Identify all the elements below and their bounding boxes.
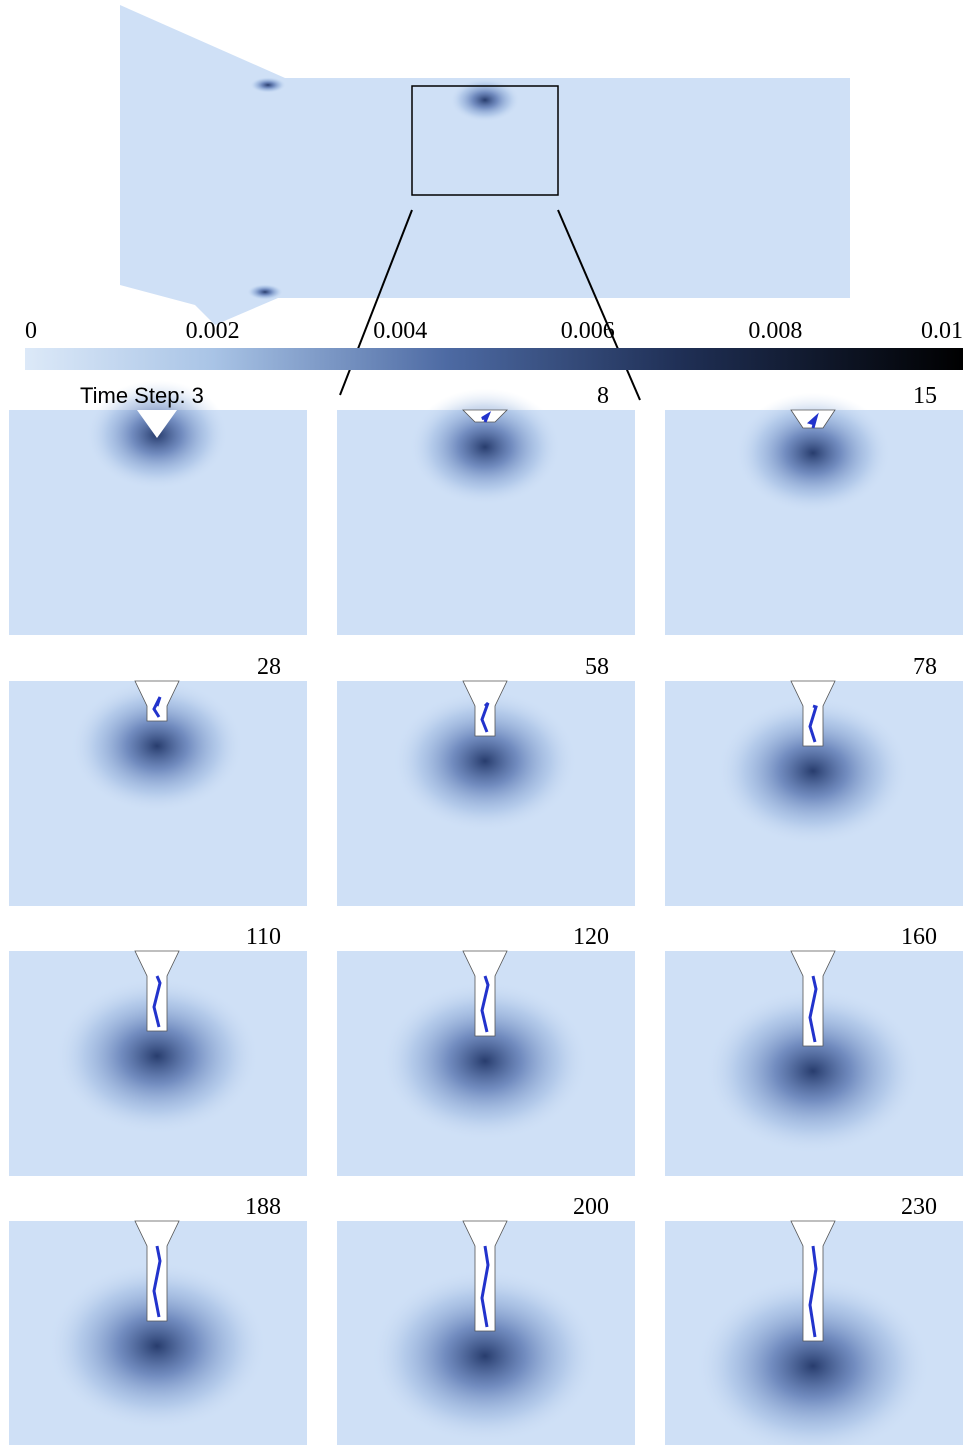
- panel-label: 200: [573, 1194, 609, 1220]
- panel: [665, 680, 963, 906]
- panel-label: 188: [245, 1194, 281, 1220]
- colorbar-tick-label: 0.002: [186, 318, 240, 344]
- panel-label: 160: [901, 924, 937, 950]
- damage-zone: [46, 1261, 268, 1431]
- colorbar-tick-label: 0.006: [561, 318, 615, 344]
- panel: [9, 380, 307, 635]
- colorbar-tick-label: 0: [25, 318, 37, 344]
- damage-zone: [370, 1268, 600, 1444]
- damage-zone: [408, 388, 562, 506]
- panel-label: 58: [585, 654, 609, 680]
- damage-zone: [247, 284, 283, 300]
- panel: [337, 1220, 635, 1445]
- panel-label: 8: [597, 383, 609, 409]
- colorbar-tick-label: 0.004: [373, 318, 427, 344]
- crack-path: [152, 1245, 162, 1318]
- panel: [337, 950, 635, 1176]
- overview: [120, 5, 850, 401]
- crack-path: [808, 704, 818, 743]
- panel: [665, 392, 963, 635]
- panel: [9, 679, 307, 906]
- panel-label: 78: [913, 654, 937, 680]
- colorbar-tick-label: 0.008: [748, 318, 802, 344]
- crack-path: [806, 412, 819, 429]
- crack-path: [808, 1245, 818, 1338]
- damage-zone: [380, 980, 590, 1142]
- damage-zone: [704, 987, 922, 1155]
- crack-path: [480, 701, 490, 733]
- damage-zone: [734, 392, 892, 514]
- colorbar-tick-label: 0.01: [921, 318, 963, 344]
- crack-path: [481, 411, 492, 423]
- panel-label: Time Step: 3: [80, 383, 204, 408]
- panel: [665, 950, 963, 1176]
- damage-zone: [392, 689, 578, 833]
- panel: [9, 1220, 307, 1445]
- panel-label: 28: [257, 654, 281, 680]
- panel-label: 15: [913, 383, 937, 409]
- panel: [337, 388, 635, 635]
- damage-zone: [716, 696, 910, 846]
- specimen: [120, 5, 850, 325]
- panel-label: 230: [901, 1194, 937, 1220]
- damage-zone: [250, 77, 286, 93]
- crack-path: [152, 696, 162, 718]
- crack-path: [808, 975, 818, 1043]
- damage-zone: [69, 679, 245, 813]
- notch: [137, 410, 177, 438]
- panel-label: 120: [573, 924, 609, 950]
- crack-path: [480, 1245, 490, 1328]
- damage-zone: [54, 977, 260, 1135]
- panel: [9, 950, 307, 1176]
- zoom-box: [411, 85, 559, 196]
- panel-label: 110: [246, 924, 281, 950]
- panel: [337, 680, 635, 906]
- damage-zone: [694, 1275, 932, 1445]
- crack-path: [152, 975, 162, 1028]
- damage-zone: [450, 78, 520, 122]
- crack-path: [480, 975, 490, 1033]
- colorbar: [25, 348, 963, 370]
- panel: [665, 1220, 963, 1445]
